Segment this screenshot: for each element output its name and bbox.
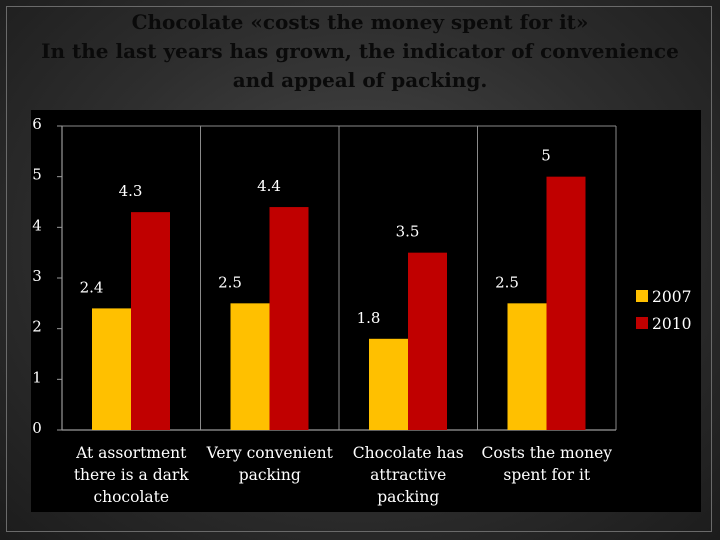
y-tick-label: 3 [32, 267, 42, 285]
data-label-2007-3: 1.8 [357, 309, 381, 327]
bar-2007-2 [230, 303, 270, 430]
category-label-3: attractive [370, 466, 446, 484]
bar-2007-4 [507, 303, 547, 430]
category-label-4: Costs the money [481, 444, 612, 462]
category-label-1: At assortment [75, 444, 187, 462]
data-label-2010-4: 5 [541, 147, 551, 165]
y-tick-label: 2 [32, 318, 42, 336]
data-label-2010-2: 4.4 [257, 177, 281, 195]
data-label-2007-2: 2.5 [218, 273, 242, 291]
category-label-4: spent for it [503, 466, 591, 484]
category-label-1: there is a dark [74, 466, 189, 484]
category-label-2: Very convenient [206, 444, 334, 462]
chart-title: Chocolate «costs the money spent for it»… [0, 8, 720, 95]
category-label-3: Chocolate has [353, 444, 464, 462]
title-line-3: and appeal of packing. [232, 68, 488, 92]
legend-label-2007: 2007 [652, 288, 691, 306]
title-line-1: Chocolate «costs the money spent for it» [131, 10, 589, 34]
bar-2010-3 [408, 252, 447, 430]
bar-2010-2 [269, 207, 309, 430]
category-label-2: packing [239, 466, 301, 484]
title-line-2: In the last years has grown, the indicat… [41, 39, 679, 63]
data-label-2010-3: 3.5 [396, 223, 420, 241]
data-label-2007-4: 2.5 [495, 273, 519, 291]
category-label-3: packing [377, 488, 439, 506]
legend-swatch-2007 [636, 290, 648, 302]
y-tick-label: 0 [32, 419, 42, 437]
data-label-2010-1: 4.3 [119, 182, 143, 200]
category-label-1: chocolate [93, 488, 169, 506]
bar-2007-3 [369, 338, 408, 430]
bar-2010-1 [131, 212, 170, 430]
bar-2007-1 [92, 308, 131, 430]
y-tick-label: 4 [32, 216, 42, 234]
legend-label-2010: 2010 [652, 315, 691, 333]
bar-2010-4 [546, 176, 586, 430]
legend-swatch-2010 [636, 317, 648, 329]
data-label-2007-1: 2.4 [80, 278, 104, 296]
y-tick-label: 5 [32, 166, 42, 184]
slide-frame [6, 6, 712, 532]
y-tick-label: 1 [32, 368, 42, 386]
y-tick-label: 6 [32, 115, 42, 133]
